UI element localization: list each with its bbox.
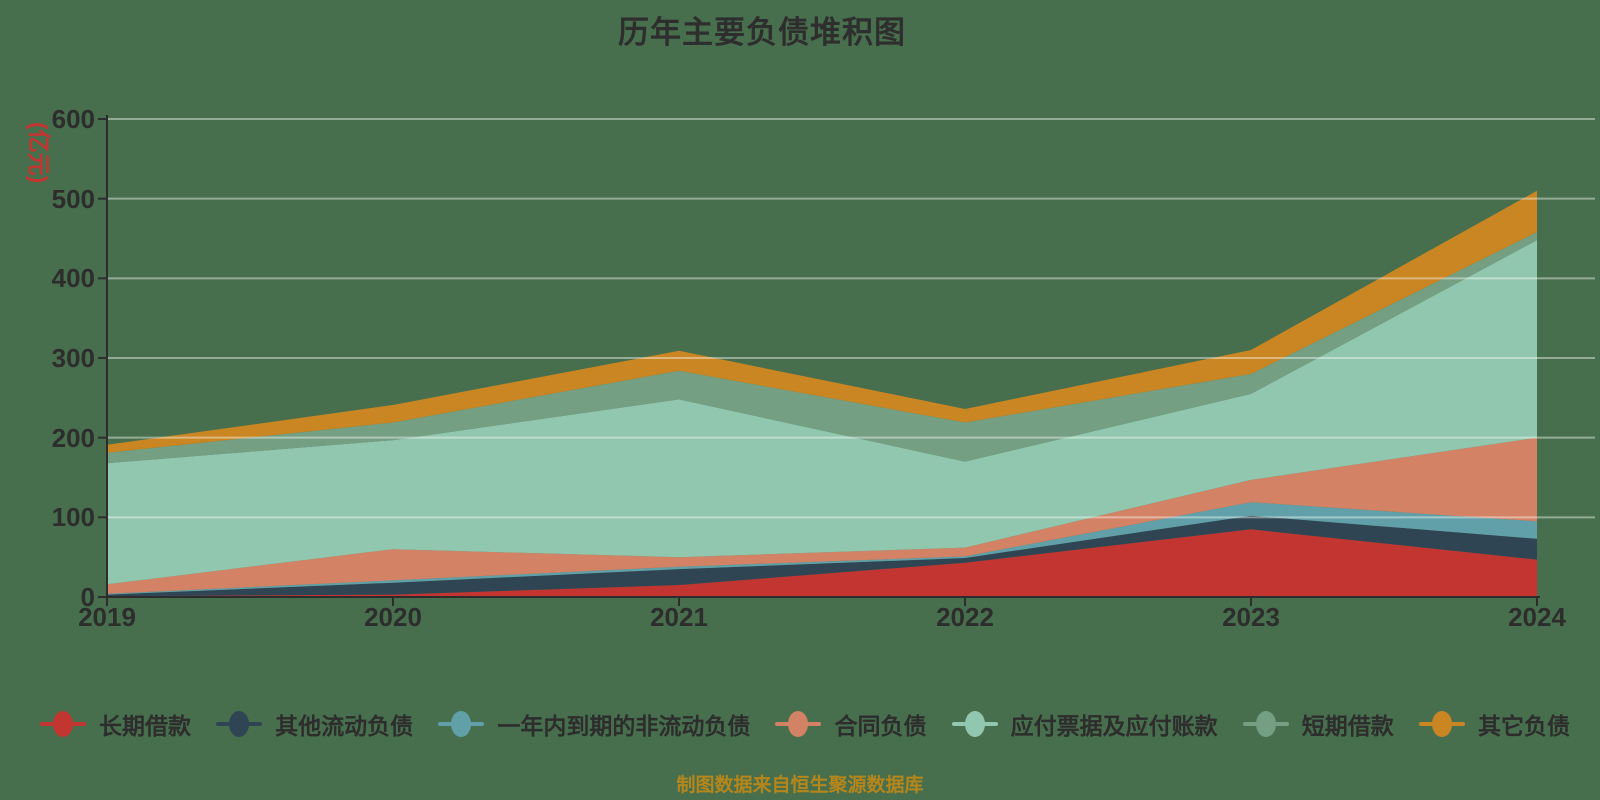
legend-item-应付票据及应付账款[interactable]: 应付票据及应付账款 <box>951 707 1218 741</box>
legend-label: 应付票据及应付账款 <box>1010 713 1218 739</box>
footer-note: 制图数据来自恒生聚源数据库 <box>676 775 924 796</box>
legend-line-circle-icon <box>951 711 998 737</box>
legend-line-circle-icon <box>1242 711 1289 737</box>
legend-dot <box>451 711 472 737</box>
y-axis-label-0: 0 <box>80 582 95 612</box>
legend-item-短期借款[interactable]: 短期借款 <box>1242 707 1394 741</box>
legend-line-circle-icon <box>40 711 86 737</box>
area-series-5-短期借款[interactable] <box>107 232 1537 464</box>
x-axis-label-2021: 2021 <box>650 602 708 632</box>
legend-label: 长期借款 <box>99 713 191 739</box>
y-axis-label-300: 300 <box>51 343 95 373</box>
legend-dot <box>1255 711 1276 737</box>
legend-item-一年内到期的非流动负债[interactable]: 一年内到期的非流动负债 <box>438 707 750 741</box>
x-axis-label-2023: 2023 <box>1222 602 1280 632</box>
legend-line-circle-icon <box>216 711 263 737</box>
legend-item-合同负债[interactable]: 合同负债 <box>775 707 926 741</box>
legend-label: 短期借款 <box>1301 713 1394 739</box>
area-series-4-应付票据及应付账款[interactable] <box>107 240 1537 585</box>
y-axis-label-100: 100 <box>51 502 95 533</box>
area-series-0-长期借款[interactable] <box>107 529 1537 597</box>
legend-dot <box>53 711 73 737</box>
legend-dot <box>788 711 809 737</box>
legend-dot <box>229 711 250 737</box>
legend-label: 其它负债 <box>1477 713 1570 739</box>
area-series-6-其它负债[interactable] <box>107 190 1537 453</box>
legend-label: 其他流动负债 <box>275 713 414 739</box>
area-series-2-一年内到期的非流动负债[interactable] <box>107 502 1537 595</box>
legend-line-circle-icon <box>1418 711 1465 737</box>
legend-item-其它负债[interactable]: 其它负债 <box>1418 707 1570 741</box>
chart-title: 历年主要负债堆积图 <box>618 15 906 50</box>
y-axis-label-400: 400 <box>51 263 95 294</box>
legend-label: 一年内到期的非流动负债 <box>497 713 751 739</box>
legend-dot <box>1431 711 1452 737</box>
y-axis-label-500: 500 <box>51 183 95 214</box>
area-series-3-合同负债[interactable] <box>107 437 1537 594</box>
legend-label: 合同负债 <box>834 713 927 739</box>
x-axis-label-2022: 2022 <box>936 602 994 632</box>
x-axis-label-2019: 2019 <box>78 602 136 632</box>
legend-line-circle-icon <box>775 711 822 737</box>
legend-dot <box>964 711 985 737</box>
y-axis-label-600: 600 <box>51 104 95 134</box>
x-axis-label-2020: 2020 <box>364 602 422 632</box>
legend-item-长期借款[interactable]: 长期借款 <box>40 707 191 741</box>
x-axis-label-2024: 2024 <box>1508 602 1566 632</box>
y-axis-label-200: 200 <box>51 422 95 453</box>
chart-legend: 长期借款 其他流动负债 一年内到期的非流动负债 合同负债 应付票据及应付账款 短期借款 其它… <box>40 700 1570 748</box>
legend-item-其他流动负债[interactable]: 其他流动负债 <box>216 707 413 741</box>
legend-line-circle-icon <box>438 711 485 737</box>
area-series-1-其他流动负债[interactable] <box>107 515 1537 597</box>
